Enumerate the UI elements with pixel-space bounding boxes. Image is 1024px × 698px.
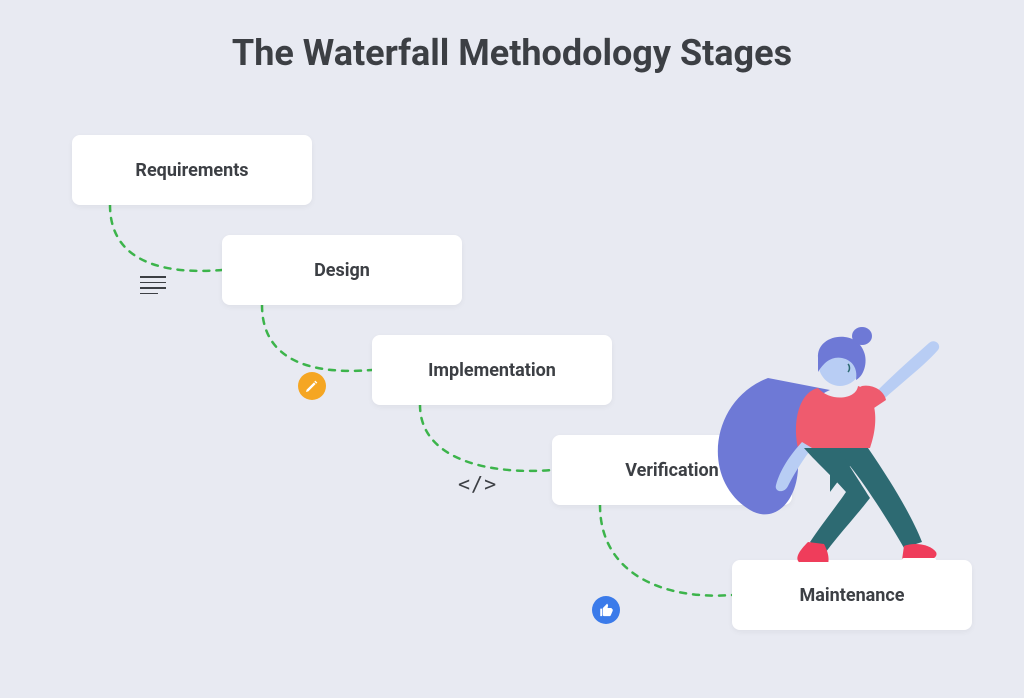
connector-2 xyxy=(262,305,372,371)
stage-label: Requirements xyxy=(135,160,248,181)
pen-icon xyxy=(298,372,326,400)
stage-implementation: Implementation xyxy=(372,335,612,405)
code-icon: </> xyxy=(458,472,497,496)
thumbs-up-icon xyxy=(592,596,620,624)
stage-design: Design xyxy=(222,235,462,305)
person-illustration xyxy=(680,280,980,580)
diagram-canvas: The Waterfall Methodology Stages Require… xyxy=(0,0,1024,698)
connector-3 xyxy=(420,405,552,471)
stage-label: Design xyxy=(314,260,370,281)
connector-1 xyxy=(110,205,222,271)
stage-label: Maintenance xyxy=(800,585,905,606)
text-lines-icon xyxy=(140,272,166,298)
stage-requirements: Requirements xyxy=(72,135,312,205)
diagram-title: The Waterfall Methodology Stages xyxy=(0,32,1024,74)
stage-label: Implementation xyxy=(428,360,556,381)
